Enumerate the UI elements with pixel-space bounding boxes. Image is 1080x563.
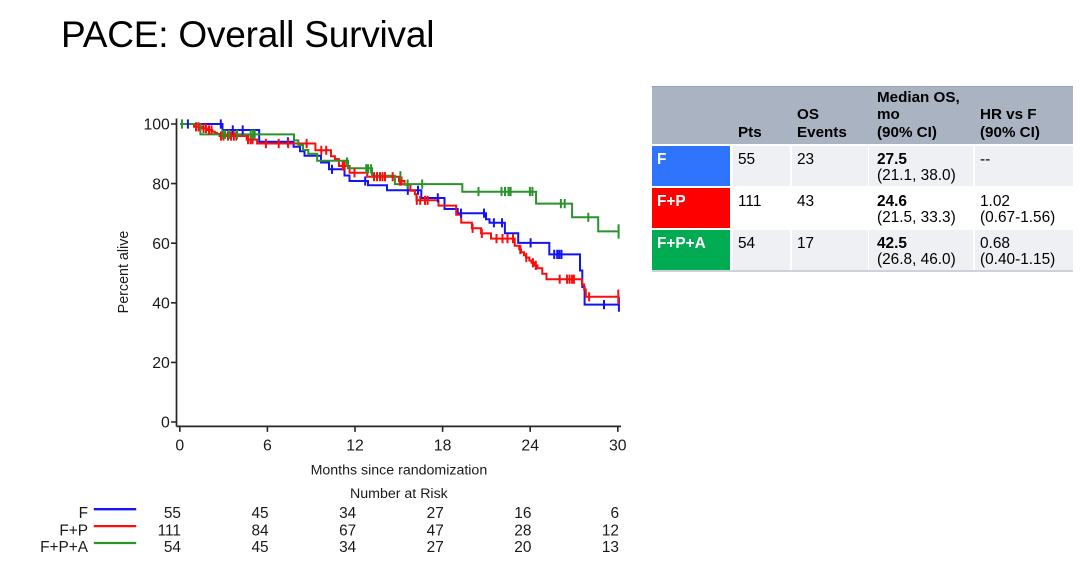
svg-text:55: 55 bbox=[164, 505, 181, 522]
svg-text:F+P: F+P bbox=[59, 522, 88, 539]
svg-text:0: 0 bbox=[175, 437, 184, 454]
svg-text:111: 111 bbox=[158, 522, 181, 539]
svg-text:Number at Risk: Number at Risk bbox=[350, 486, 449, 502]
svg-text:54: 54 bbox=[164, 539, 182, 556]
svg-text:80: 80 bbox=[152, 176, 170, 193]
svg-text:47: 47 bbox=[427, 522, 444, 539]
svg-text:12: 12 bbox=[602, 522, 619, 539]
svg-text:F: F bbox=[79, 505, 88, 522]
svg-text:20: 20 bbox=[514, 539, 531, 556]
svg-text:12: 12 bbox=[346, 437, 364, 454]
svg-text:40: 40 bbox=[152, 296, 170, 313]
svg-text:84: 84 bbox=[251, 522, 269, 539]
svg-text:30: 30 bbox=[609, 437, 627, 454]
svg-text:28: 28 bbox=[514, 522, 531, 539]
svg-text:60: 60 bbox=[152, 236, 170, 253]
svg-text:13: 13 bbox=[602, 539, 619, 556]
svg-text:6: 6 bbox=[610, 505, 619, 522]
svg-text:67: 67 bbox=[339, 522, 356, 539]
svg-text:27: 27 bbox=[427, 539, 444, 556]
svg-text:6: 6 bbox=[263, 437, 272, 454]
svg-text:45: 45 bbox=[251, 505, 268, 522]
svg-text:Percent alive: Percent alive bbox=[116, 231, 132, 314]
svg-text:0: 0 bbox=[161, 415, 170, 432]
svg-text:16: 16 bbox=[514, 505, 531, 522]
svg-text:27: 27 bbox=[427, 505, 444, 522]
svg-text:100: 100 bbox=[143, 117, 170, 134]
svg-text:24: 24 bbox=[521, 437, 539, 454]
svg-text:34: 34 bbox=[339, 505, 357, 522]
svg-text:F+P+A: F+P+A bbox=[40, 539, 89, 556]
svg-text:18: 18 bbox=[434, 437, 452, 454]
svg-text:20: 20 bbox=[152, 355, 170, 372]
svg-text:34: 34 bbox=[339, 539, 357, 556]
svg-text:45: 45 bbox=[251, 539, 268, 556]
svg-text:Months since randomization: Months since randomization bbox=[311, 463, 488, 479]
